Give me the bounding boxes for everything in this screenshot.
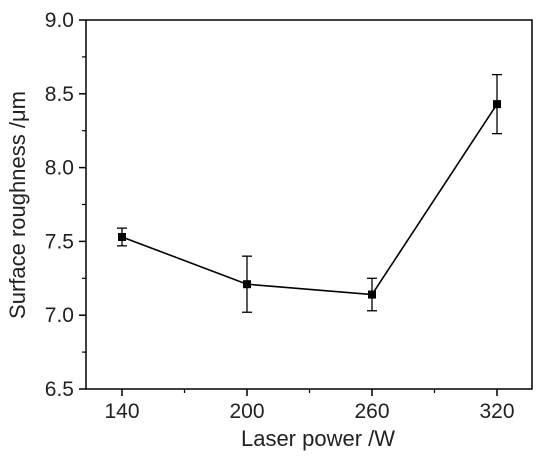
series-layer [117,73,502,313]
data-point-marker [368,290,376,299]
y-tick-label: 7.5 [45,230,74,253]
data-point-marker [243,280,251,289]
x-tick-label: 260 [354,400,389,423]
y-tick-label: 6.5 [45,378,74,401]
y-axis-title: Surface roughness /μm [5,91,30,319]
x-tick-label: 320 [479,400,514,423]
x-axis-title: Laser power /W [241,426,395,451]
data-point-marker [118,232,126,241]
y-tick-label: 8.5 [45,83,74,106]
x-axis-ticks: 140 200 260 320 [104,389,515,423]
y-tick-label: 9.0 [45,9,74,32]
data-point-marker [493,100,501,109]
x-tick-label: 200 [229,400,264,423]
x-tick-label: 140 [104,400,139,423]
y-tick-label: 7.0 [45,304,74,327]
series-line [121,103,498,296]
y-tick-label: 8.0 [45,157,74,180]
y-axis-ticks: 6.5 7.0 7.5 8.0 8.5 9.0 [45,9,86,401]
